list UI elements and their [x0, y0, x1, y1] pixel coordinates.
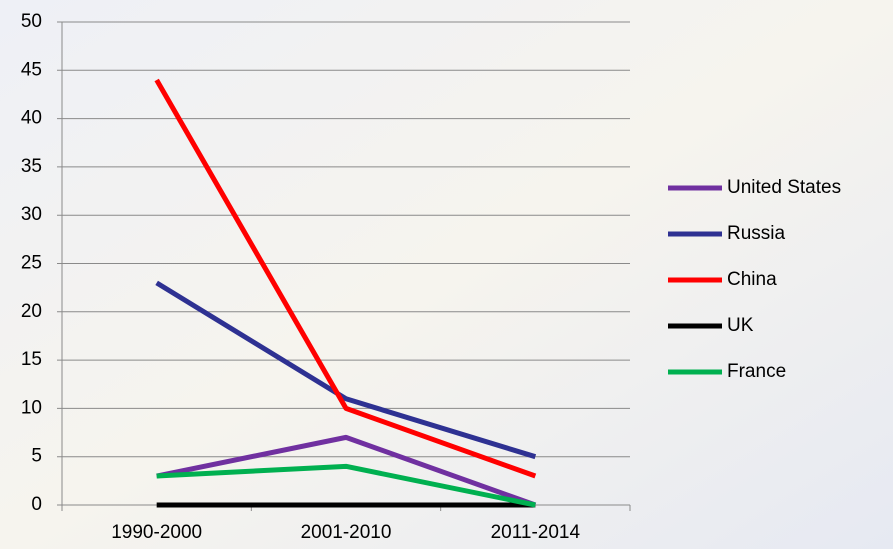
legend-label: France [727, 361, 786, 382]
y-tick-label: 25 [21, 253, 42, 274]
legend-label: China [727, 269, 777, 290]
y-tick-label: 45 [21, 59, 42, 80]
y-tick-label: 30 [21, 204, 42, 225]
series-line [156, 434, 537, 508]
legend-label: Russia [727, 223, 786, 244]
legend-label: UK [727, 315, 754, 336]
series-line [154, 78, 537, 479]
y-tick-label: 50 [21, 11, 42, 32]
series-line [155, 280, 537, 460]
y-tick-label: 0 [31, 494, 42, 515]
legend-label: United States [727, 177, 841, 198]
x-tick-label: 1990-2000 [111, 522, 202, 543]
y-tick-label: 15 [21, 349, 42, 370]
y-tick-label: 35 [21, 156, 42, 177]
y-tick-label: 40 [21, 108, 42, 129]
y-tick-label: 10 [21, 397, 42, 418]
y-tick-label: 20 [21, 301, 42, 322]
x-tick-label: 2001-2010 [301, 522, 392, 543]
series-line [156, 463, 536, 508]
y-tick-label: 5 [31, 446, 42, 467]
x-tick-label: 2011-2014 [491, 522, 581, 543]
